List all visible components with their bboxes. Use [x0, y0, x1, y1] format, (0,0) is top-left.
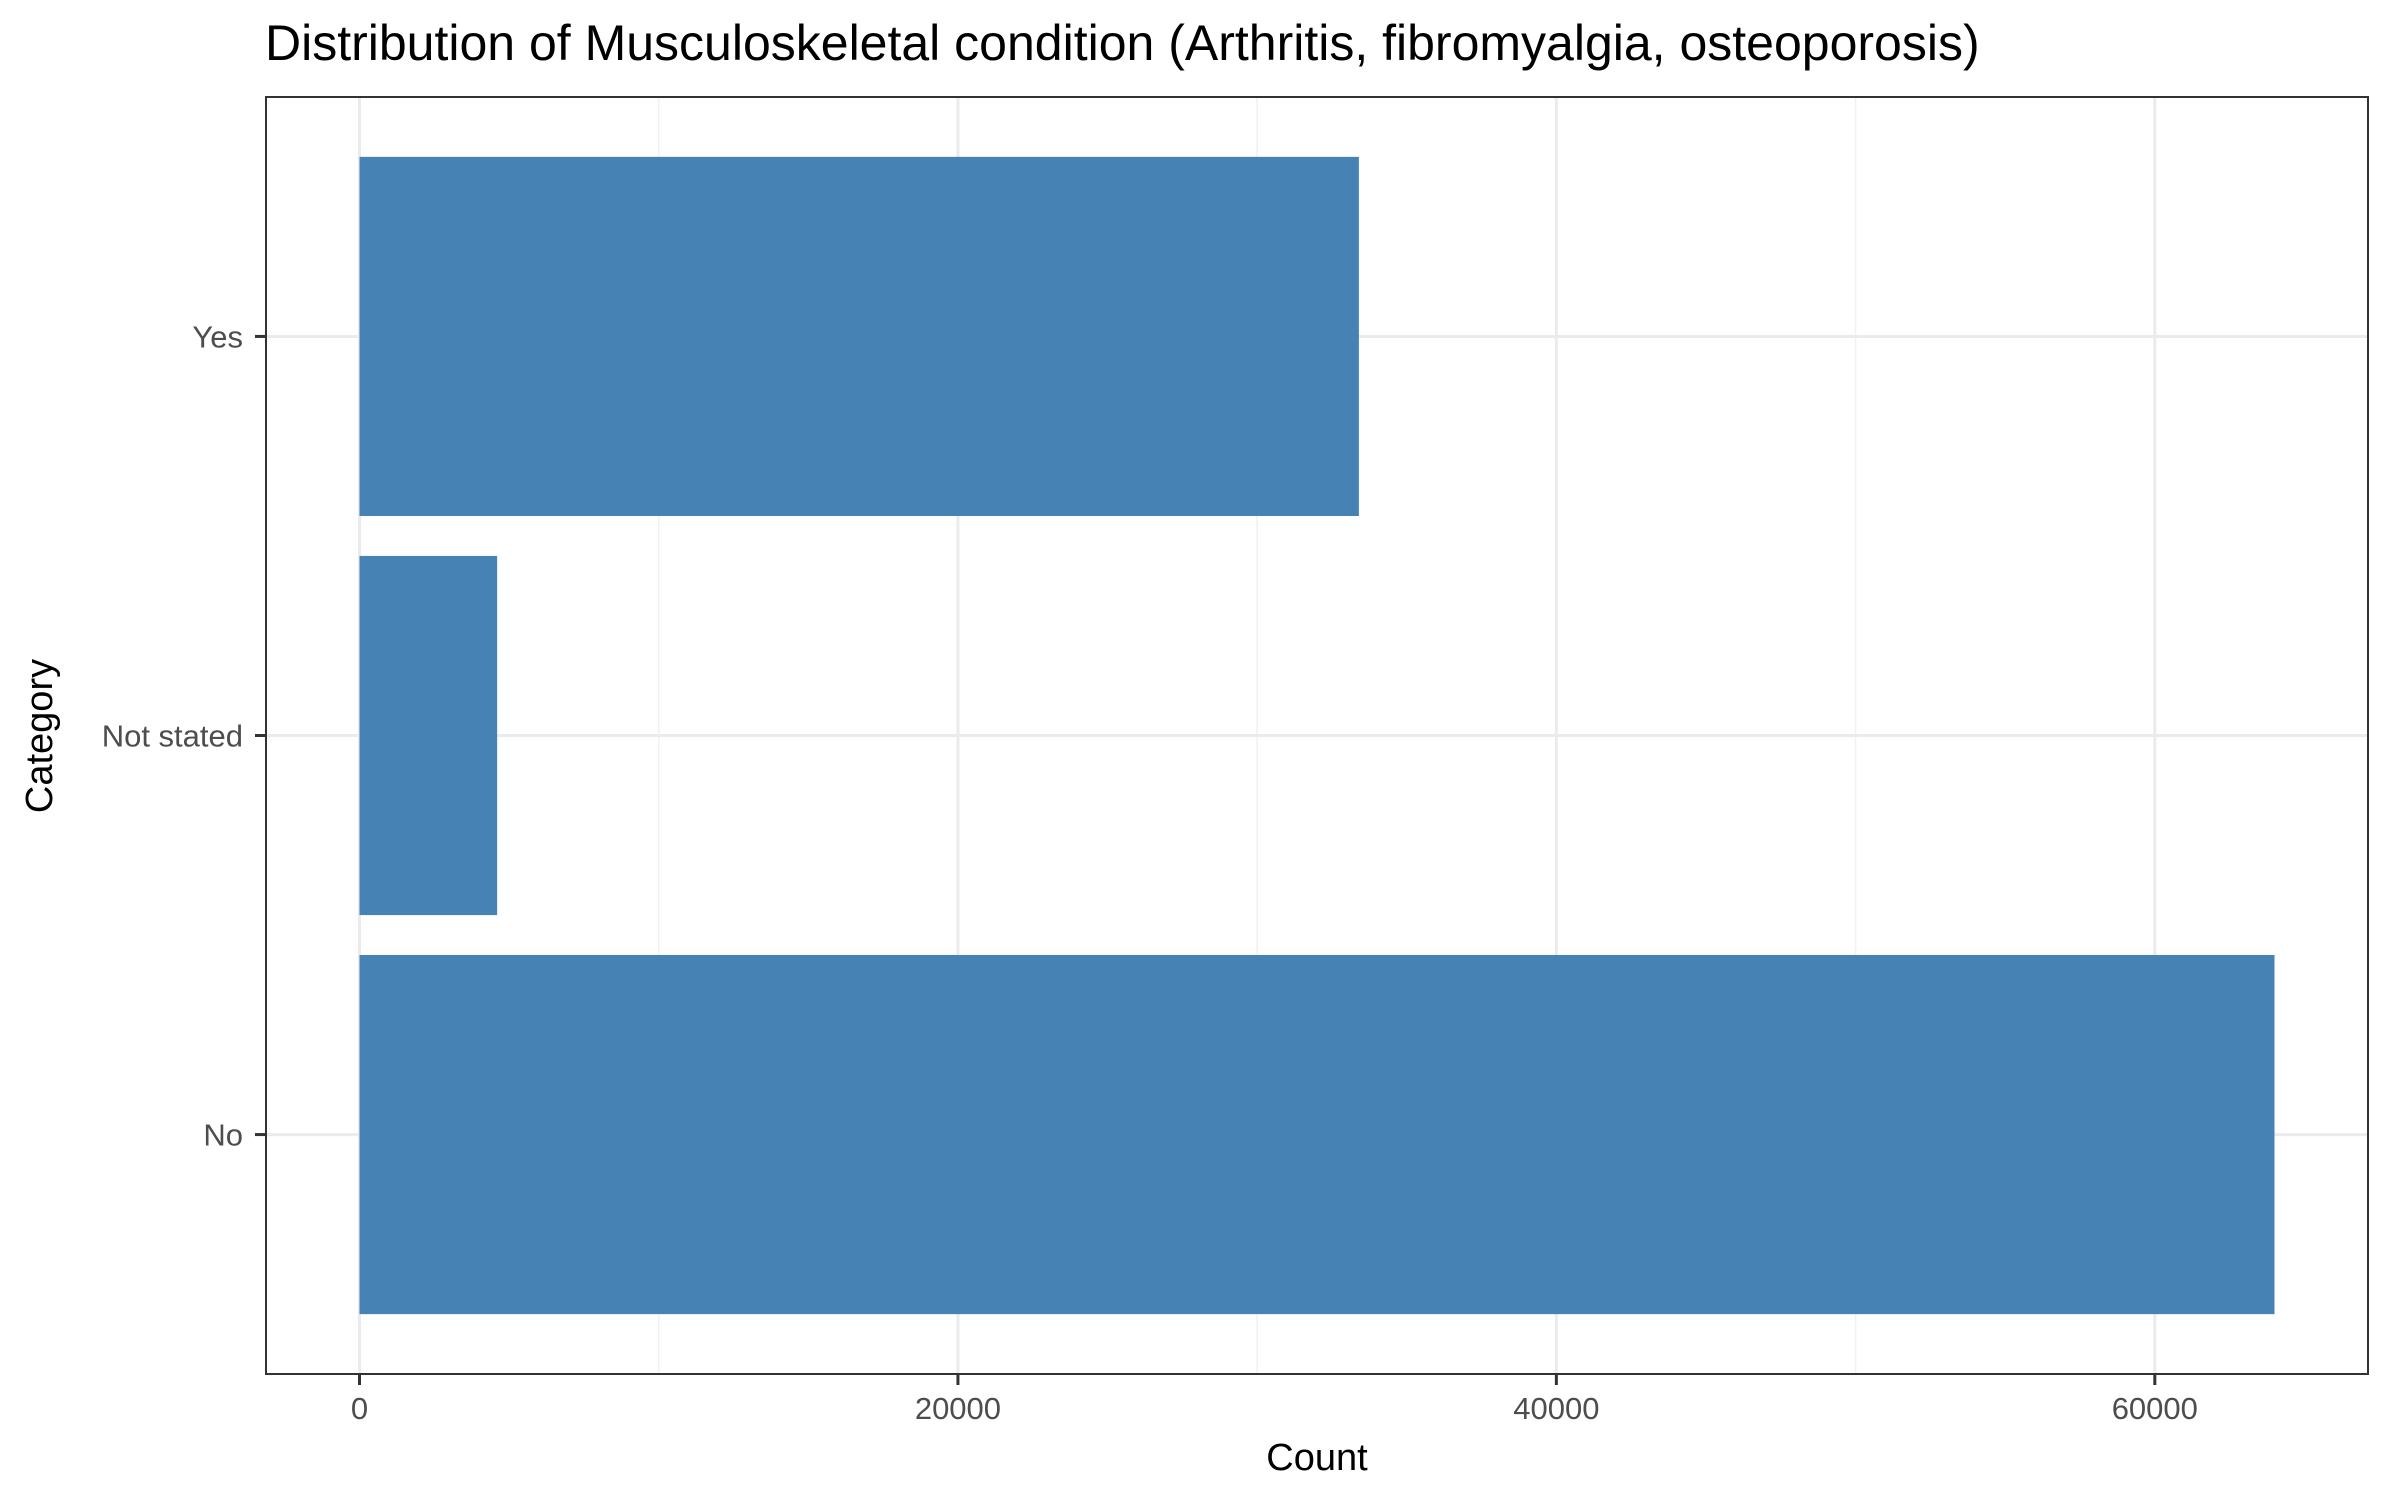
y-tick-label: Not stated [102, 719, 243, 754]
chart-title: Distribution of Musculoskeletal conditio… [265, 15, 1980, 71]
bars [359, 156, 2275, 1315]
x-tick-label: 60000 [2112, 1391, 2198, 1426]
y-axis-ticks: No Not stated Yes [102, 319, 266, 1153]
x-tick-label: 20000 [915, 1391, 1001, 1426]
y-axis-title: Category [19, 659, 61, 813]
bar-not-stated [359, 555, 498, 916]
bar-no [359, 954, 2275, 1315]
x-axis-ticks: 0 20000 40000 60000 [351, 1374, 2198, 1426]
y-tick-label: Yes [192, 319, 243, 354]
y-tick-label: No [203, 1118, 243, 1153]
x-tick-label: 40000 [1513, 1391, 1599, 1426]
bar-yes [359, 156, 1359, 517]
x-tick-label: 0 [351, 1391, 368, 1426]
x-axis-title: Count [1266, 1437, 1368, 1479]
